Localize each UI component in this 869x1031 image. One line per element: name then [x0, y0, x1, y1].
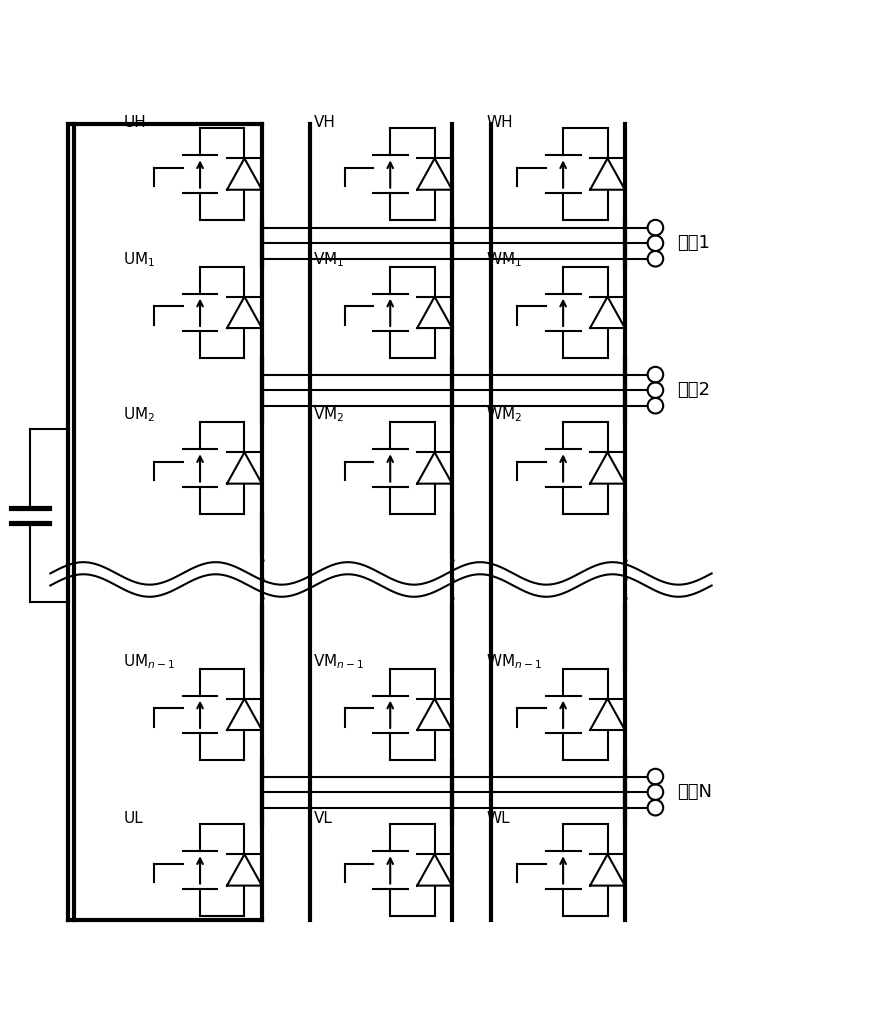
Text: WM$_1$: WM$_1$	[486, 251, 522, 269]
Text: UM$_1$: UM$_1$	[123, 251, 156, 269]
Text: UM$_2$: UM$_2$	[123, 405, 156, 425]
Text: 端口2: 端口2	[676, 381, 709, 399]
Text: VM$_2$: VM$_2$	[313, 405, 344, 425]
Text: 端口N: 端口N	[676, 784, 711, 801]
Text: WL: WL	[486, 811, 509, 827]
Text: WH: WH	[486, 115, 513, 131]
Text: VH: VH	[313, 115, 335, 131]
Text: WM$_2$: WM$_2$	[486, 405, 521, 425]
Text: UM$_{n-1}$: UM$_{n-1}$	[123, 652, 176, 671]
Text: VM$_{n-1}$: VM$_{n-1}$	[313, 652, 364, 671]
Text: WM$_{n-1}$: WM$_{n-1}$	[486, 652, 541, 671]
Text: VL: VL	[313, 811, 332, 827]
Text: UL: UL	[123, 811, 143, 827]
Text: 端口1: 端口1	[676, 234, 709, 253]
Text: VM$_1$: VM$_1$	[313, 251, 344, 269]
Text: UH: UH	[123, 115, 146, 131]
